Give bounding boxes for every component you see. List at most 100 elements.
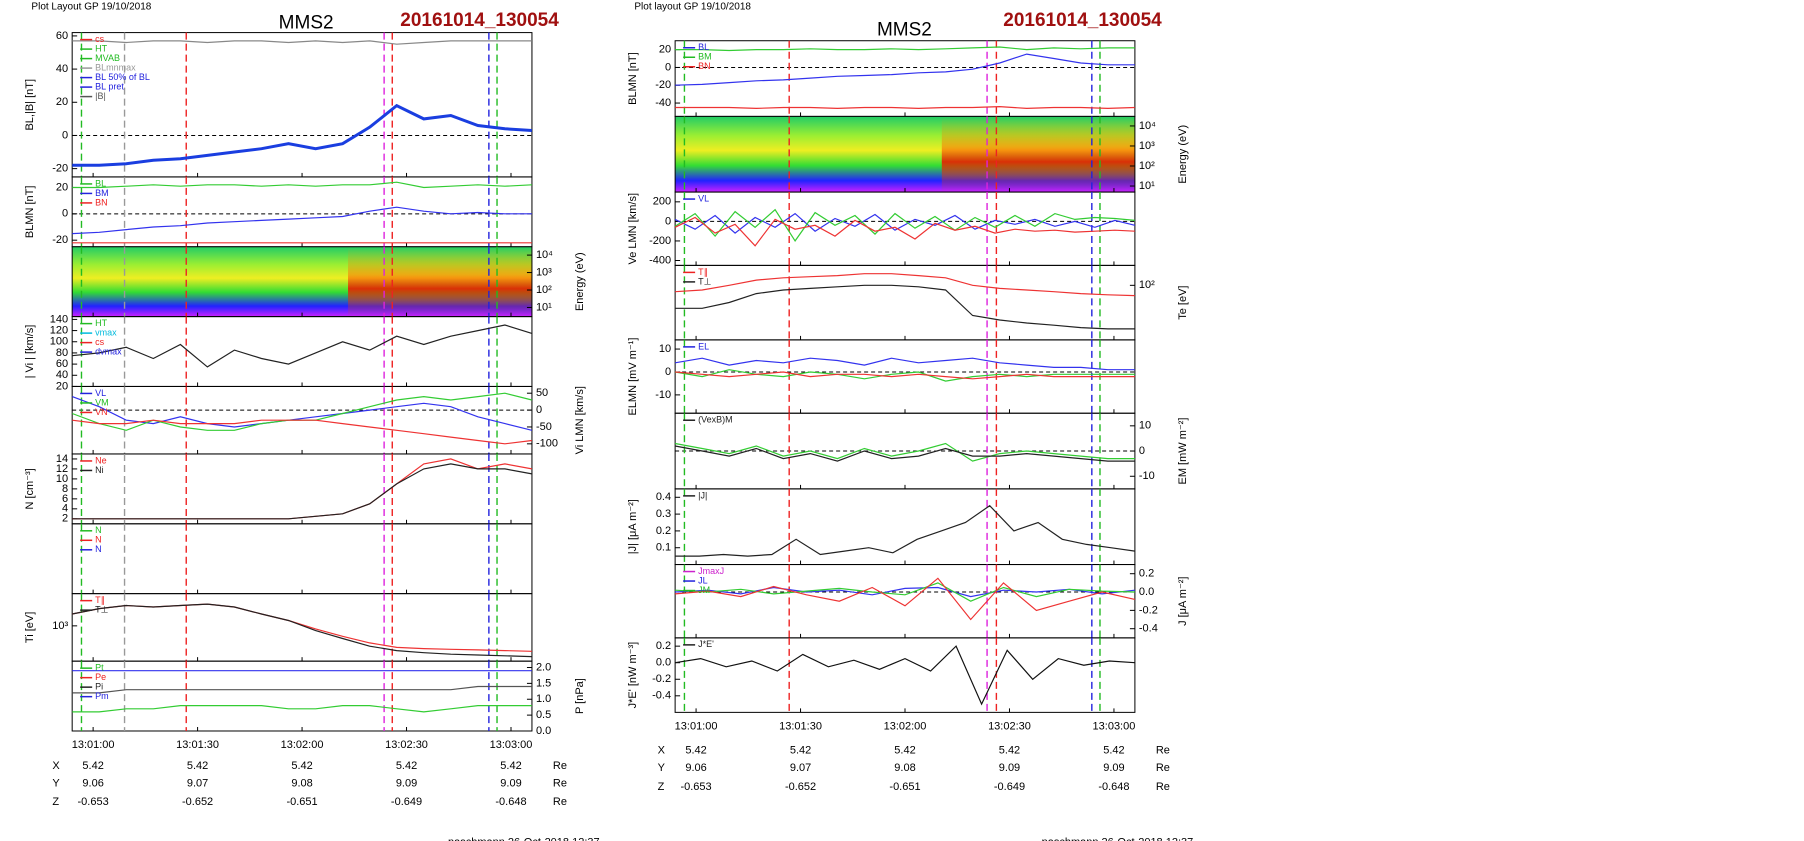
y-tick-label: 12 — [56, 463, 68, 475]
ephemeris-value: -0.649 — [391, 796, 422, 808]
title: MMS2 — [877, 19, 932, 40]
y-tick-label: -0.2 — [652, 673, 671, 685]
y-tick-label: 10¹ — [1139, 180, 1155, 192]
y-tick-label: -20 — [655, 79, 671, 91]
series-line — [675, 577, 1136, 621]
series-line — [675, 504, 1135, 557]
legend-label: BL — [95, 178, 106, 188]
x-tick-label: 13:02:00 — [884, 720, 927, 732]
legend-label: T∥ — [698, 267, 708, 277]
x-tick-label: 13:02:00 — [281, 739, 324, 751]
y-tick-label: 0 — [665, 61, 671, 73]
y-tick-label: 0 — [536, 404, 542, 416]
y-tick-label: -50 — [536, 421, 552, 433]
y-tick-label: 10⁴ — [1139, 120, 1156, 132]
y-tick-label: -10 — [1139, 470, 1155, 482]
ephemeris-value: 5.42 — [187, 760, 208, 772]
ephemeris-name: Y — [658, 762, 666, 774]
x-tick-label: 13:01:00 — [675, 720, 718, 732]
ephemeris-value: -0.649 — [994, 781, 1025, 793]
ephemeris-value: -0.652 — [182, 796, 213, 808]
ephemeris-name: X — [658, 745, 666, 757]
legend-label: BL 50% of BL — [95, 72, 150, 82]
series-line — [72, 603, 532, 652]
legend-label: HT — [95, 43, 107, 53]
ephemeris-value: 5.42 — [894, 745, 915, 757]
y-tick-label: 0.2 — [656, 640, 671, 652]
y-tick-label: 0 — [62, 129, 68, 141]
y-tick-label: 0 — [665, 366, 671, 378]
legend-label: vmax — [95, 327, 117, 337]
legend-label: N — [95, 525, 102, 535]
ephemeris-value: -0.653 — [680, 781, 711, 793]
legend-label: JL — [698, 575, 708, 585]
legend-label: BN — [95, 197, 108, 207]
series-line — [72, 685, 532, 694]
series-line — [72, 181, 532, 189]
ephemeris-value: 5.42 — [291, 760, 312, 772]
legend-label: T∥ — [95, 595, 105, 605]
y-tick-label: 10² — [1139, 279, 1155, 291]
y-tick-label: 200 — [653, 196, 671, 208]
ephemeris-unit: Re — [553, 760, 567, 772]
ephemeris-value: 5.42 — [1103, 745, 1124, 757]
panel-frame — [71, 453, 533, 525]
ephemeris-unit: Re — [1156, 745, 1170, 757]
y-tick-label: 1.0 — [536, 693, 551, 705]
y-tick-label: 60 — [56, 358, 68, 370]
series-line — [674, 208, 1135, 242]
legend-label: Ne — [95, 455, 107, 465]
y-tick-label: 120 — [50, 324, 68, 336]
series-line — [674, 369, 1135, 382]
ephemeris-value: -0.652 — [785, 781, 816, 793]
y-tick-label: -0.2 — [1139, 604, 1158, 616]
ephemeris-value: 5.42 — [500, 760, 521, 772]
ephemeris-value: 5.42 — [999, 745, 1020, 757]
series-line — [675, 53, 1135, 86]
panel-frame — [71, 660, 533, 732]
legend-label: VL — [698, 193, 709, 203]
panel-frame — [71, 316, 533, 387]
legend-label: |B| — [95, 91, 106, 101]
ephemeris-unit: Re — [1156, 762, 1170, 774]
panel-frame — [674, 264, 1136, 341]
legend-label: Pm — [95, 691, 109, 701]
y-tick-label: 4 — [62, 503, 68, 515]
legend-label: BL — [698, 42, 709, 52]
series-line — [675, 586, 1135, 598]
legend-label: EL — [698, 341, 709, 351]
footer: paschmann 26-Oct-2018 12:37 — [448, 837, 600, 841]
ephemeris-value: 9.09 — [999, 762, 1020, 774]
ephemeris-name: Z — [52, 796, 59, 808]
ephemeris-unit: Re — [1156, 781, 1170, 793]
x-tick-label: 13:03:00 — [1093, 720, 1136, 732]
y-tick-label: 10³ — [52, 620, 68, 632]
y-tick-label: -10 — [655, 389, 671, 401]
panel-frame — [71, 176, 533, 248]
y-tick-label: 80 — [56, 347, 68, 359]
y-tick-label: 0.3 — [656, 508, 671, 520]
series-line — [674, 442, 1135, 462]
y-tick-label: -40 — [655, 97, 671, 109]
y-tick-label: 60 — [56, 30, 68, 42]
series-line — [674, 216, 1135, 247]
series-line — [72, 103, 532, 167]
y-axis-label: Energy (eV) — [574, 252, 586, 311]
series-line — [675, 273, 1135, 297]
series-line — [72, 458, 533, 520]
ephemeris-value: 5.42 — [396, 760, 417, 772]
series-line — [71, 396, 533, 431]
y-tick-label: -0.4 — [1139, 623, 1158, 635]
y-tick-label: 10² — [1139, 160, 1155, 172]
legend-label: Pe — [95, 672, 106, 682]
x-tick-label: 13:02:30 — [988, 720, 1031, 732]
ephemeris-value: -0.648 — [1098, 781, 1129, 793]
panel-frame — [674, 191, 1136, 266]
y-tick-label: 2 — [62, 513, 68, 525]
y-axis-label: Te [eV] — [1177, 286, 1189, 320]
y-axis-label: BLMN [nT] — [24, 186, 36, 239]
panel-frame — [71, 523, 533, 595]
series-line — [674, 357, 1135, 371]
y-axis-label: BLMN [nT] — [627, 52, 639, 105]
series-line — [72, 463, 533, 520]
